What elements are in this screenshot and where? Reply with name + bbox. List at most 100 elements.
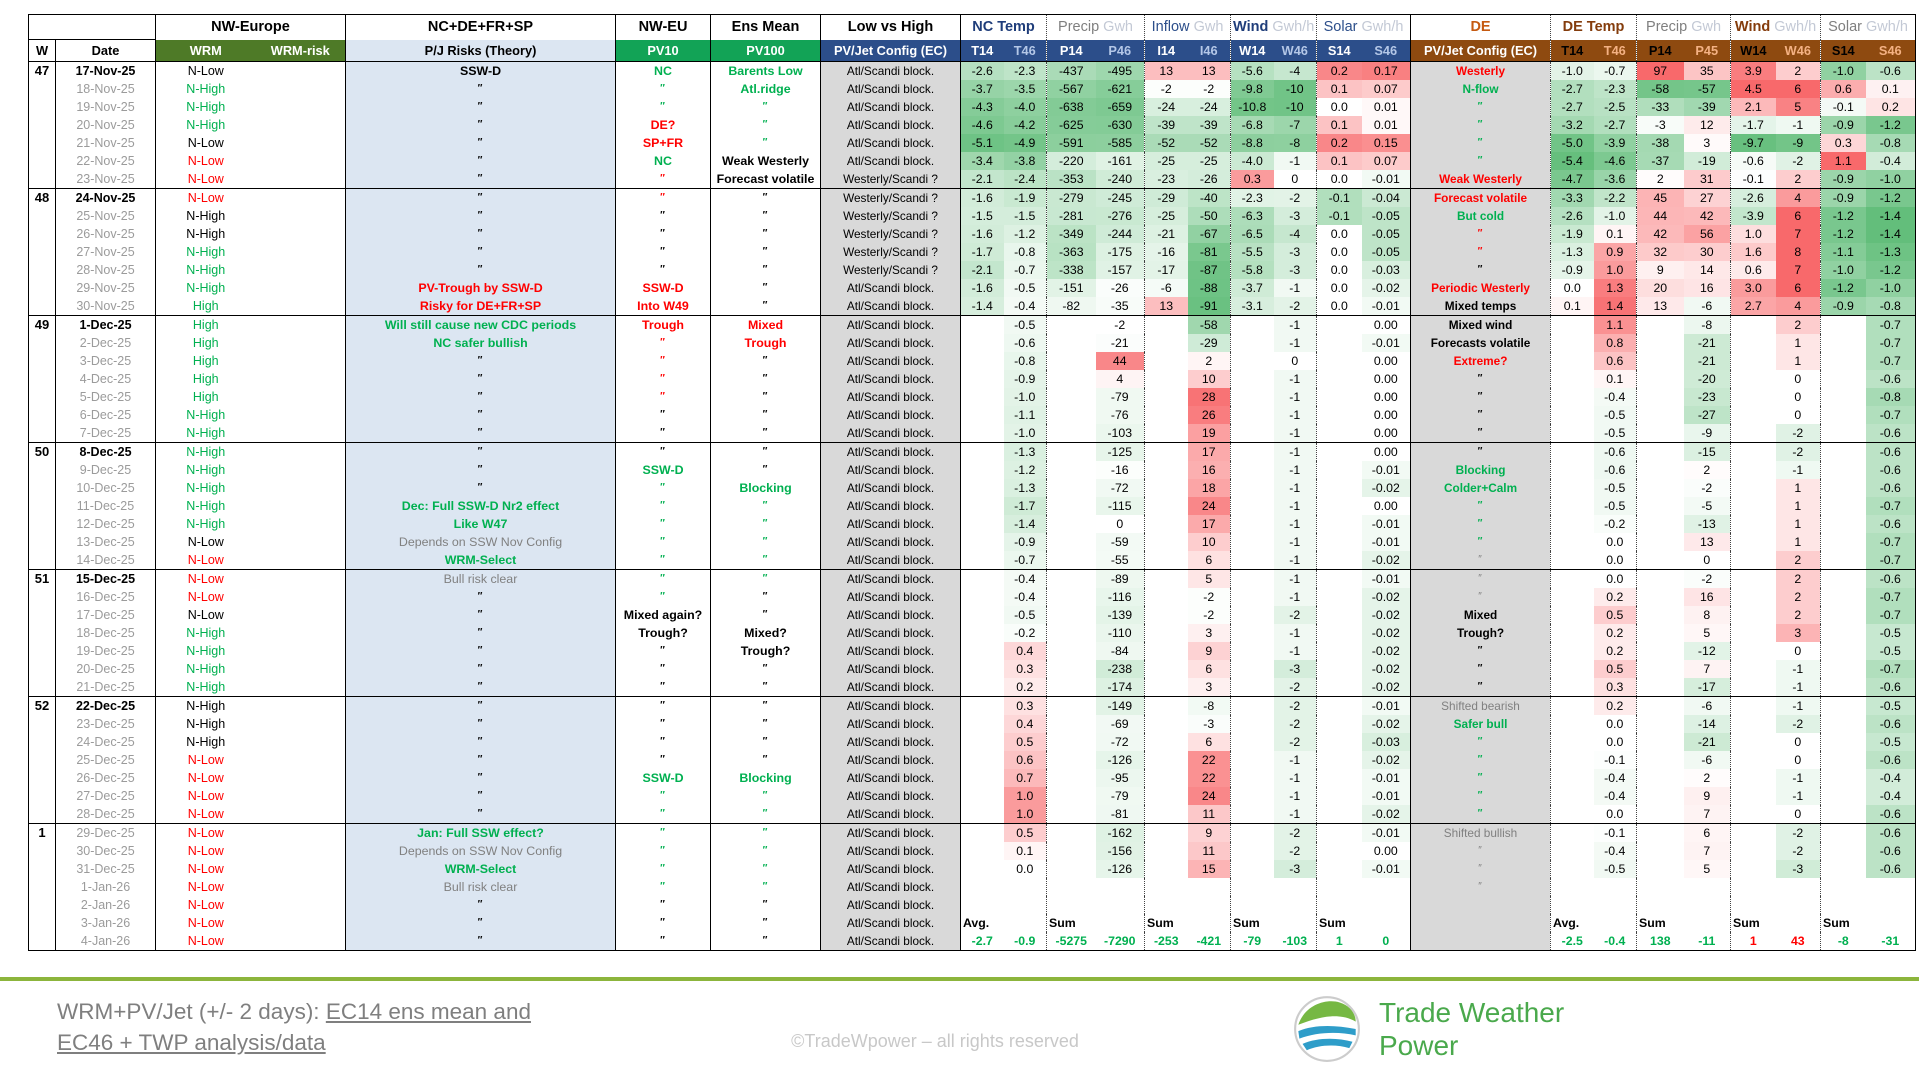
cell-pj-risk[interactable]: ″	[345, 170, 616, 189]
cell-de-p45[interactable]	[1684, 896, 1731, 914]
cell-nc-i46[interactable]: -2	[1187, 80, 1231, 98]
cell-wrm-risk[interactable]	[256, 134, 346, 152]
cell-date[interactable]: 16-Dec-25	[55, 588, 156, 606]
cell-de-w46[interactable]: 1	[1775, 334, 1821, 352]
cell-pv10[interactable]: ″	[615, 660, 711, 678]
cell-de-s46[interactable]: -0.6	[1865, 479, 1916, 497]
cell-week[interactable]	[29, 914, 56, 932]
cell-wrm-risk[interactable]	[255, 61, 346, 80]
cell-nc-i46[interactable]	[1188, 896, 1231, 914]
cell-de-p45[interactable]: -21	[1683, 352, 1731, 370]
cell-de-config[interactable]	[1410, 914, 1551, 932]
cell-de-p45[interactable]: -21	[1683, 334, 1731, 352]
group-nc-precip[interactable]: Precip Gwh	[1046, 14, 1145, 40]
cell-de-w14[interactable]	[1730, 479, 1776, 497]
cell-pv10[interactable]: ″	[615, 80, 711, 98]
cell-de-w46[interactable]: -9	[1775, 134, 1821, 152]
cell-pj-risk[interactable]: ″	[345, 914, 616, 932]
cell-nc-i14[interactable]	[1144, 588, 1188, 606]
cell-de-s46[interactable]: -0.6	[1865, 569, 1916, 588]
cell-de-s46[interactable]: -0.6	[1865, 842, 1916, 860]
cell-week[interactable]	[29, 624, 56, 642]
cell-de-t14[interactable]: -4.7	[1550, 170, 1594, 189]
cell-config[interactable]: Atl/Scandi block.	[820, 733, 961, 751]
cell-nc-s46[interactable]: -0.02	[1361, 642, 1411, 660]
cell-nc-s14[interactable]	[1316, 860, 1362, 878]
cell-nc-t14[interactable]	[960, 860, 1004, 878]
cell-de-t14[interactable]	[1550, 624, 1594, 642]
cell-de-t14[interactable]	[1550, 642, 1594, 660]
cell-de-s46[interactable]: -0.7	[1865, 660, 1916, 678]
cell-pv10[interactable]: ″	[615, 805, 711, 824]
cell-de-s46[interactable]: -0.4	[1865, 769, 1916, 787]
cell-nc-i46[interactable]: 6	[1187, 733, 1231, 751]
cell-nc-t14[interactable]	[960, 678, 1004, 697]
cell-config[interactable]: Westerly/Scandi ?	[820, 188, 961, 207]
cell-nc-w46[interactable]: -1	[1273, 588, 1317, 606]
cell-nc-w14[interactable]: -79	[1230, 932, 1274, 951]
cell-pv100[interactable]: Mixed?	[710, 624, 821, 642]
cell-de-s14[interactable]	[1820, 533, 1866, 551]
cell-nc-p46[interactable]: -7290	[1104, 934, 1136, 948]
cell-pj-risk[interactable]: Will still cause new CDC periods	[345, 315, 616, 334]
cell-de-t14[interactable]	[1550, 515, 1594, 533]
cell-de-p14[interactable]	[1636, 860, 1684, 878]
cell-de-s14[interactable]: 0.6	[1820, 80, 1866, 98]
cell-pj-risk[interactable]: ″	[345, 642, 616, 660]
cell-config[interactable]: Atl/Scandi block.	[820, 279, 961, 297]
cell-week[interactable]	[29, 733, 56, 751]
cell-pv100[interactable]: Mixed	[710, 315, 821, 334]
cell-date[interactable]: 12-Dec-25	[55, 515, 156, 533]
cell-wrm[interactable]: N-High	[155, 80, 256, 98]
cell-de-p14[interactable]	[1636, 533, 1684, 551]
cell-de-s14[interactable]: -1.2	[1820, 279, 1866, 297]
cell-nc-w14[interactable]: -3.1	[1230, 297, 1274, 316]
cell-week[interactable]	[29, 98, 56, 116]
cell-de-t14[interactable]: -2.7	[1550, 98, 1594, 116]
cell-nc-i14[interactable]	[1144, 805, 1188, 824]
cell-de-t14[interactable]: -3.3	[1550, 188, 1594, 207]
cell-date[interactable]: 6-Dec-25	[55, 406, 156, 424]
cell-config[interactable]: Atl/Scandi block.	[820, 116, 961, 134]
cell-de-s46[interactable]: -0.5	[1865, 624, 1916, 642]
cell-pv10[interactable]: ″	[615, 787, 711, 805]
cell-week[interactable]: 1	[28, 823, 56, 842]
cell-nc-i14[interactable]	[1144, 406, 1188, 424]
cell-de-w14[interactable]	[1730, 878, 1776, 896]
group-nw-eu[interactable]: NW-EU	[615, 14, 711, 40]
cell-pv10[interactable]: ″	[615, 588, 711, 606]
cell-nc-i46[interactable]: 3	[1187, 624, 1231, 642]
cell-pv100[interactable]: Trough?	[710, 642, 821, 660]
cell-date[interactable]: 27-Dec-25	[55, 787, 156, 805]
cell-de-w14[interactable]	[1730, 497, 1776, 515]
cell-de-p14[interactable]: -3	[1636, 116, 1684, 134]
cell-nc-p14[interactable]	[1046, 406, 1096, 424]
cell-nc-s14[interactable]	[1316, 842, 1362, 860]
cell-de-p14[interactable]	[1636, 352, 1684, 370]
cell-pj-risk[interactable]: ″	[345, 896, 616, 914]
cell-week[interactable]	[29, 261, 56, 279]
cell-nc-s46[interactable]: -0.05	[1361, 225, 1411, 243]
cell-de-t46[interactable]: -2.2	[1593, 188, 1637, 207]
cell-de-p14[interactable]: 97	[1636, 61, 1684, 80]
cell-de-t14[interactable]	[1550, 896, 1594, 914]
cell-nc-t46[interactable]: -1.2	[1003, 461, 1047, 479]
cell-week[interactable]	[29, 660, 56, 678]
cell-wrm-risk[interactable]	[255, 315, 346, 334]
cell-pj-risk[interactable]: WRM-Select	[345, 551, 616, 570]
cell-nc-p14[interactable]	[1046, 479, 1096, 497]
cell-nc-t14[interactable]: -4.3	[960, 98, 1004, 116]
cell-pv100[interactable]: Weak Westerly	[710, 152, 821, 170]
cell-nc-t14[interactable]	[960, 787, 1004, 805]
cell-de-t46[interactable]: 0.2	[1593, 624, 1637, 642]
cell-nc-w46[interactable]: -2	[1273, 606, 1317, 624]
cell-nc-i46[interactable]: 5	[1187, 569, 1231, 588]
cell-nc-s14[interactable]: 0.1	[1316, 80, 1362, 98]
cell-de-p45[interactable]: 8	[1683, 606, 1731, 624]
cell-nc-t14[interactable]	[960, 551, 1004, 570]
cell-de-config[interactable]: Shifted bearish	[1410, 696, 1551, 715]
cell-de-t14[interactable]	[1550, 442, 1594, 461]
cell-date[interactable]: 15-Dec-25	[55, 569, 156, 588]
cell-nc-w46[interactable]: -1	[1273, 497, 1317, 515]
cell-config[interactable]: Westerly/Scandi ?	[820, 225, 961, 243]
